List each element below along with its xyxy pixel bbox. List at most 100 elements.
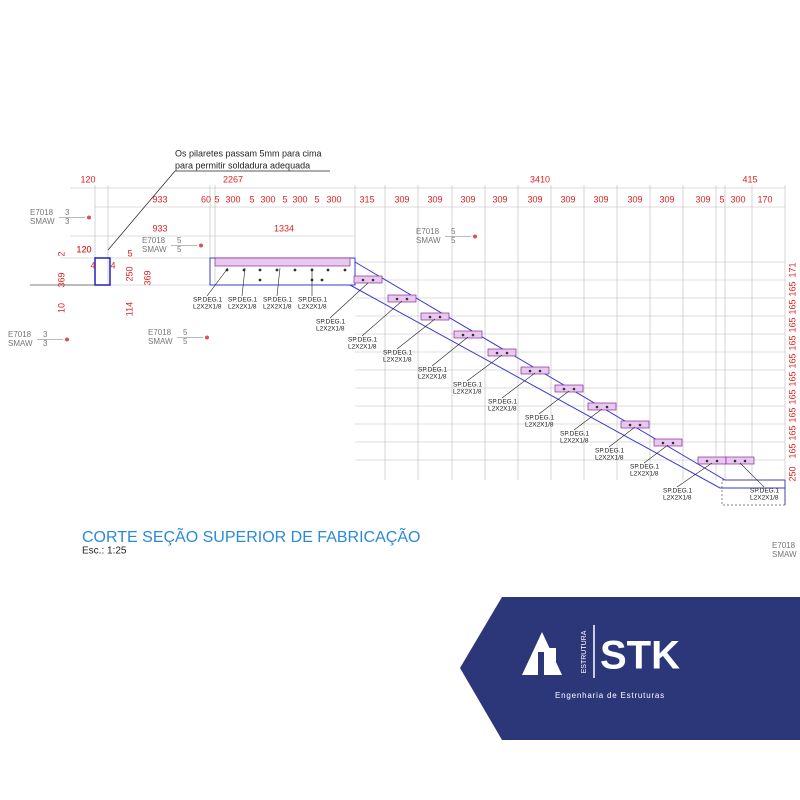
part-mark: SP.DEG.1 bbox=[595, 448, 625, 455]
dimension-label: 120 bbox=[80, 174, 95, 184]
part-profile: L2X2X1/8 bbox=[630, 471, 659, 478]
drawing-scale: Esc.: 1:25 bbox=[82, 546, 127, 557]
bolt bbox=[495, 351, 499, 355]
dimension-label: 2267 bbox=[223, 174, 243, 184]
weld-size: 5 bbox=[183, 328, 188, 337]
bolt bbox=[343, 268, 347, 272]
weld-process: E7018 bbox=[148, 328, 172, 337]
part-mark: SP.DEG.1 bbox=[488, 399, 518, 406]
part-mark: SP.DEG.1 bbox=[298, 297, 328, 304]
step-plate bbox=[697, 456, 727, 465]
step-plate bbox=[554, 384, 584, 393]
note-line: para permitir soldadura adequada bbox=[175, 160, 310, 170]
part-profile: L2X2X1/8 bbox=[418, 374, 447, 381]
leader-line bbox=[608, 426, 636, 448]
dimension-label: 10 bbox=[56, 303, 66, 313]
dimension-label: 5 bbox=[282, 194, 287, 204]
dimension-label: 309 bbox=[627, 194, 642, 204]
leader-line bbox=[538, 390, 570, 415]
weld-size: 5 bbox=[183, 337, 188, 346]
leader-line bbox=[241, 267, 246, 297]
bolt bbox=[605, 405, 609, 409]
bolt bbox=[595, 405, 599, 409]
bolt bbox=[320, 278, 324, 282]
part-profile: L2X2X1/8 bbox=[663, 495, 692, 502]
part-profile: L2X2X1/8 bbox=[316, 326, 345, 333]
bolt bbox=[638, 423, 642, 427]
dimension-label: 165 bbox=[787, 443, 797, 458]
dimension-label: 309 bbox=[394, 194, 409, 204]
dimension-label: 250 bbox=[124, 266, 134, 281]
weld-size: 5 bbox=[451, 227, 456, 236]
dimension-label: 415 bbox=[742, 174, 757, 184]
grid bbox=[60, 187, 785, 461]
bolt bbox=[275, 268, 279, 272]
bolt bbox=[461, 333, 465, 337]
leader-line bbox=[329, 282, 369, 319]
leader-line bbox=[643, 444, 669, 464]
part-mark: SP.DEG.1 bbox=[263, 297, 293, 304]
part-profile: L2X2X1/8 bbox=[525, 422, 554, 429]
leader-line bbox=[361, 300, 403, 337]
dimension-label: 309 bbox=[560, 194, 575, 204]
part-profile: L2X2X1/8 bbox=[263, 304, 292, 311]
weld-point bbox=[205, 335, 209, 340]
leader-line bbox=[396, 318, 436, 350]
dimension-label: 3410 bbox=[530, 174, 550, 184]
drawing-title: CORTE SEÇÃO SUPERIOR DE FABRICAÇÃO bbox=[82, 526, 420, 546]
weld-method: SMAW bbox=[416, 236, 441, 245]
weld-process: E7018 bbox=[142, 236, 166, 245]
weld-process: E7018 bbox=[30, 208, 54, 217]
part-mark: SP.DEG.1 bbox=[453, 382, 483, 389]
bolt bbox=[438, 315, 442, 319]
bolt bbox=[661, 441, 665, 445]
dimension-label: 300 bbox=[326, 194, 341, 204]
leader-line bbox=[276, 267, 281, 297]
leader-line bbox=[501, 372, 536, 399]
dimension-label: 171 bbox=[787, 262, 797, 277]
dimension-label: 309 bbox=[460, 194, 475, 204]
bolt bbox=[562, 387, 566, 391]
step-plate bbox=[387, 294, 417, 303]
part-mark: SP.DEG.1 bbox=[193, 297, 223, 304]
dimension-label: 300 bbox=[225, 194, 240, 204]
weld-method: SMAW bbox=[772, 550, 797, 559]
dimension-label: 5 bbox=[249, 194, 254, 204]
note-line: Os pilaretes passam 5mm para cima bbox=[175, 148, 322, 158]
bolt bbox=[326, 268, 330, 272]
dimension-label: 5 bbox=[314, 194, 319, 204]
weld-method: SMAW bbox=[148, 337, 173, 346]
part-mark: SP.DEG.1 bbox=[383, 350, 413, 357]
bolt bbox=[471, 333, 475, 337]
logo-name: STK bbox=[600, 634, 680, 678]
dimension-label: 309 bbox=[659, 194, 674, 204]
part-profile: L2X2X1/8 bbox=[348, 344, 377, 351]
bolt bbox=[428, 315, 432, 319]
step-plate bbox=[725, 456, 755, 465]
part-profile: L2X2X1/8 bbox=[488, 406, 517, 413]
dimension-label: 4 bbox=[110, 260, 115, 270]
part-profile: L2X2X1/8 bbox=[383, 357, 412, 364]
dimension-label: 4 bbox=[90, 260, 95, 270]
bolt bbox=[671, 441, 675, 445]
part-mark: SP.DEG.1 bbox=[630, 464, 660, 471]
step-plate bbox=[420, 312, 450, 321]
part-profile: L2X2X1/8 bbox=[595, 455, 624, 462]
dimension-label: 165 bbox=[787, 425, 797, 440]
bolt bbox=[572, 387, 576, 391]
dimension-label: 165 bbox=[787, 317, 797, 332]
weld-size: 5 bbox=[177, 245, 182, 254]
dimension-label: 309 bbox=[695, 194, 710, 204]
dimension-label: 165 bbox=[787, 353, 797, 368]
bolt bbox=[395, 297, 399, 301]
note: Os pilaretes passam 5mm para cima para p… bbox=[107, 148, 330, 251]
step-plate bbox=[620, 420, 650, 429]
weld-method: SMAW bbox=[142, 245, 167, 254]
grid-verticals bbox=[94, 185, 786, 480]
weld-point bbox=[473, 234, 477, 239]
dimension-label: 369 bbox=[142, 270, 152, 285]
weld-size: 3 bbox=[43, 330, 48, 339]
dimension-label: 60 bbox=[201, 194, 211, 204]
weld-process: E7018 bbox=[772, 541, 796, 550]
